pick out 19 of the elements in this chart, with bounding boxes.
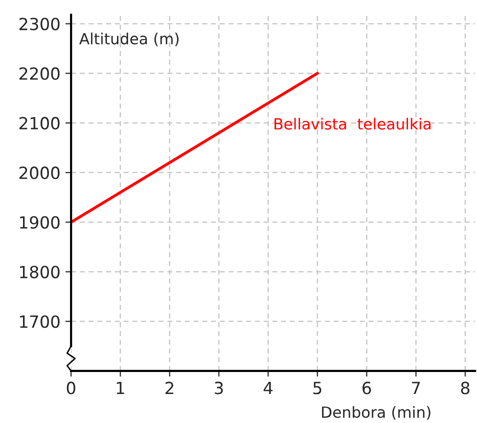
y-tick-label: 1900: [20, 216, 60, 229]
x-tick-label: 1: [116, 382, 124, 394]
x-tick-label: 6: [362, 382, 371, 394]
x-tick-label: 8: [461, 382, 470, 394]
x-tick-label: 4: [264, 382, 273, 394]
x-axis-title: Denbora (min): [322, 406, 430, 420]
x-tick-label: 3: [214, 382, 223, 394]
x-tick-label: 0: [66, 382, 76, 394]
x-tick-label: 2: [166, 382, 174, 394]
x-tick-label: 5: [313, 382, 322, 394]
y-axis-title: Altitudea (m): [79, 32, 179, 46]
y-tick-label: 2100: [19, 116, 60, 130]
y-tick-label: 1800: [20, 266, 60, 278]
y-tick-label: 2000: [19, 166, 60, 180]
y-tick-label: 2300: [19, 18, 60, 30]
x-tick-label: 7: [412, 382, 420, 394]
y-tick-label: 2200: [19, 67, 60, 80]
y-tick-label: 1700: [20, 315, 60, 328]
series-label: Bellavista teleaulkia: [274, 118, 431, 130]
